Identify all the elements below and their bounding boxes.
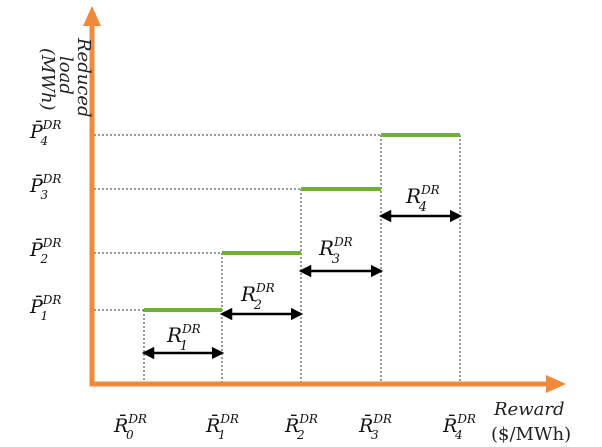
x-tick-r1: R̄DR 1 bbox=[205, 412, 239, 442]
y-tick-p2: P̄DR 2 bbox=[29, 236, 61, 266]
interval-arrows bbox=[141, 209, 463, 360]
x-axis-arrowhead bbox=[546, 375, 566, 393]
x-tick-r3: R̄DR 3 bbox=[358, 412, 392, 442]
x-tick-r4: R̄DR 4 bbox=[442, 412, 476, 442]
interval-label-2: RDR 2 bbox=[240, 281, 275, 313]
interval-label-4: RDR 4 bbox=[405, 183, 440, 215]
y-label-line1: Reduced bbox=[73, 37, 94, 118]
axes bbox=[83, 6, 566, 393]
interval-label-3: RDR 3 bbox=[318, 235, 353, 267]
horizontal-guides bbox=[94, 134, 381, 311]
interval-label-1: RDR 1 bbox=[166, 322, 201, 354]
y-axis-arrowhead bbox=[83, 6, 101, 26]
vertical-guides bbox=[143, 135, 461, 384]
y-tick-p1: P̄DR 1 bbox=[29, 293, 61, 323]
x-axis-unit: ($/MWh) bbox=[491, 424, 571, 445]
x-tick-r2: R̄DR 2 bbox=[284, 412, 318, 442]
y-tick-p4: P̄DR 4 bbox=[29, 118, 61, 148]
y-tick-p3: P̄DR 3 bbox=[29, 172, 61, 202]
y-tick-labels: P̄DR 4 P̄DR 3 P̄DR 2 P̄DR 1 bbox=[29, 118, 61, 323]
interval-labels: RDR 1 RDR 2 RDR 3 RDR 4 bbox=[166, 183, 440, 354]
x-tick-r0: R̄DR 0 bbox=[113, 412, 147, 442]
step-segments bbox=[144, 133, 460, 312]
y-axis-label: Reduced load (MWh) bbox=[37, 37, 94, 118]
y-label-line2: load bbox=[55, 56, 76, 95]
y-label-line3: (MWh) bbox=[37, 48, 58, 111]
x-axis-label: Reward bbox=[493, 399, 564, 420]
x-tick-labels: R̄DR 0 R̄DR 1 R̄DR 2 R̄DR 3 R̄DR 4 bbox=[113, 412, 476, 442]
